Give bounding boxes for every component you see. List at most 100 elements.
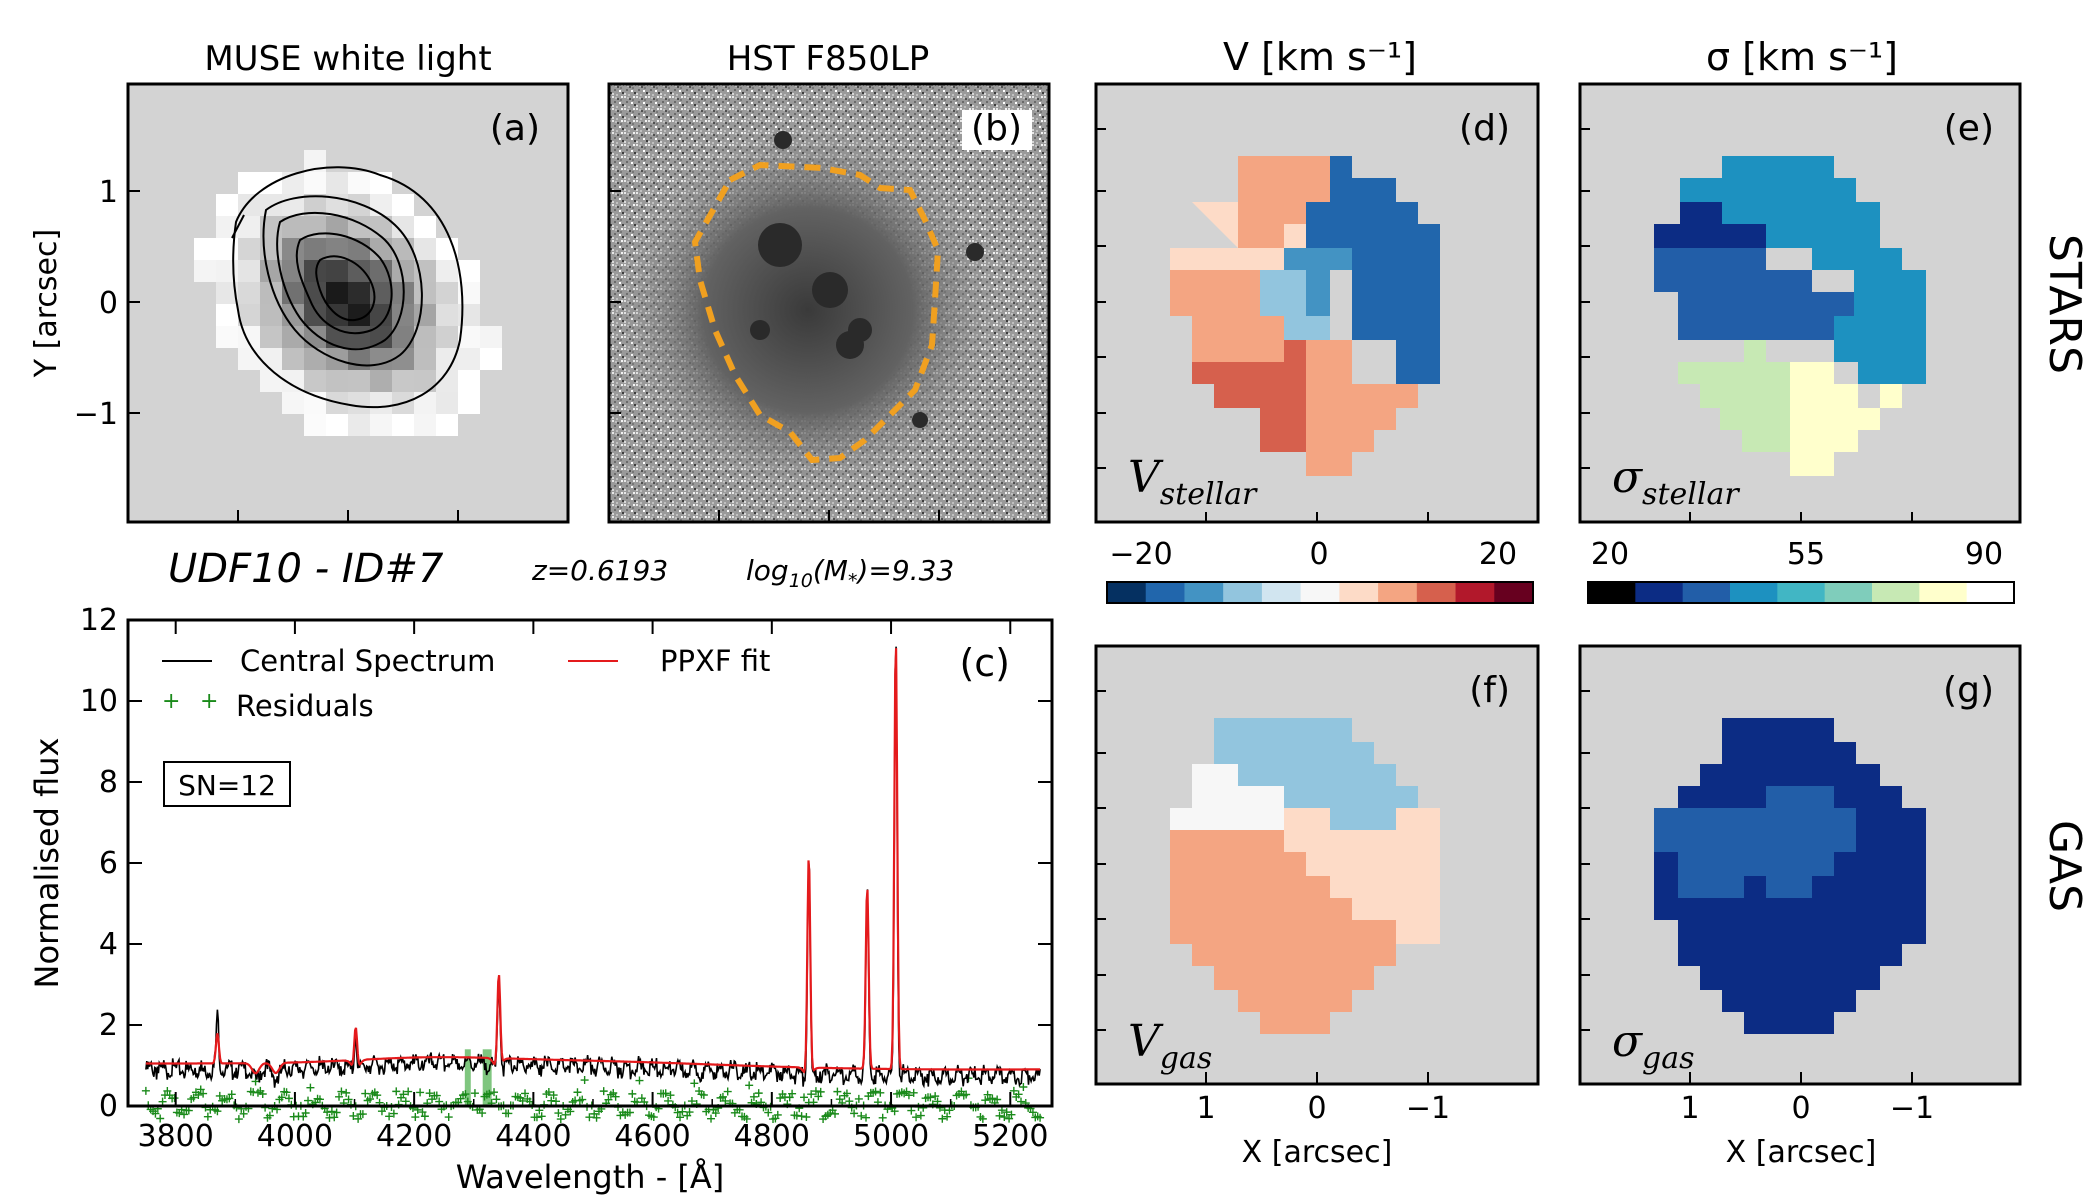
muse-pixel <box>414 238 436 260</box>
legend-residual-label: Residuals <box>236 689 374 723</box>
muse-pixel <box>436 370 458 392</box>
velocity-tick-label: −20 <box>1109 537 1172 572</box>
y-tick-label: 12 <box>80 603 118 638</box>
residual-point <box>330 1113 339 1122</box>
residual-point <box>251 1077 260 1086</box>
residual-point <box>1000 1113 1009 1122</box>
residual-point <box>151 1109 160 1118</box>
panel-f: (f) Vgas 1 0 −1 X [arcsec] <box>1094 644 1540 1170</box>
residual-point <box>358 1110 367 1119</box>
muse-pixel <box>326 414 348 436</box>
residual-point <box>711 1109 720 1118</box>
sn-box-label: SN=12 <box>178 769 276 802</box>
muse-pixel <box>282 172 304 194</box>
residual-point <box>845 1097 854 1106</box>
legend-fit-label: PPXF fit <box>660 644 770 678</box>
muse-pixel <box>216 304 238 326</box>
muse-pixel <box>216 282 238 304</box>
residual-point <box>907 1106 916 1115</box>
muse-pixel <box>458 392 480 414</box>
ppxf-fit-line <box>145 648 1041 1075</box>
muse-pixel <box>304 326 326 348</box>
residual-point <box>392 1087 401 1096</box>
muse-pixel <box>370 392 392 414</box>
muse-pixel <box>348 414 370 436</box>
residual-point <box>315 1095 324 1104</box>
muse-pixel <box>414 282 436 304</box>
muse-pixel <box>238 238 260 260</box>
colorbar-swatch <box>1494 582 1534 603</box>
muse-pixel <box>458 370 480 392</box>
residual-point <box>676 1113 685 1122</box>
residual-point <box>580 1076 589 1085</box>
residual-point <box>284 1094 293 1103</box>
panel-b-title: HST F850LP <box>727 39 930 79</box>
residual-point <box>957 1087 966 1096</box>
panel-b-ticks <box>609 190 940 522</box>
residual-point <box>332 1108 341 1117</box>
residual-point <box>227 1090 236 1099</box>
panel-f-label: (f) <box>1469 670 1510 711</box>
residual-point <box>478 1109 487 1118</box>
residual-point <box>993 1095 1002 1104</box>
residual-point <box>721 1096 730 1105</box>
dispersion-tick-label: 55 <box>1787 537 1825 572</box>
muse-pixel <box>260 194 282 216</box>
muse-pixel <box>436 304 458 326</box>
residual-point <box>599 1087 608 1096</box>
residual-point <box>258 1090 267 1099</box>
colorbar-swatch <box>1919 582 1968 603</box>
muse-pixel <box>392 260 414 282</box>
panel-c-label: (c) <box>959 641 1010 685</box>
residual-point <box>995 1111 1004 1120</box>
muse-pixel <box>480 326 502 348</box>
residual-point <box>749 1092 758 1101</box>
corner-symbol: σ <box>1612 452 1644 503</box>
x-tick-label: 0 <box>1791 1091 1810 1126</box>
panel-a-label: (a) <box>490 108 540 149</box>
muse-pixel <box>304 370 326 392</box>
muse-pixel <box>348 172 370 194</box>
residual-point <box>301 1109 310 1117</box>
x-tick-label: 0 <box>1307 1091 1326 1126</box>
residual-point <box>354 1114 363 1123</box>
mass-mid: (M <box>813 554 848 587</box>
residual-point <box>490 1088 499 1097</box>
residual-point <box>203 1112 212 1121</box>
residual-point <box>277 1093 286 1102</box>
muse-pixel <box>304 260 326 282</box>
residual-point <box>561 1110 570 1119</box>
residual-point <box>983 1090 992 1099</box>
muse-pixel <box>238 172 260 194</box>
residual-point <box>797 1112 806 1121</box>
residual-point <box>549 1091 558 1100</box>
muse-pixel <box>216 194 238 216</box>
residual-point <box>342 1088 351 1097</box>
stellar-dispersion-map <box>1654 156 1926 476</box>
residual-point <box>535 1106 544 1115</box>
panel-g-xlabel: X [arcsec] <box>1726 1135 1877 1170</box>
muse-pixel <box>348 370 370 392</box>
muse-pixel <box>370 414 392 436</box>
residual-point <box>854 1094 863 1103</box>
muse-pixel <box>436 282 458 304</box>
residual-point <box>943 1112 952 1121</box>
residual-point <box>742 1114 751 1123</box>
residual-point <box>604 1095 613 1104</box>
mass-suffix: )=9.33 <box>855 554 954 587</box>
residual-point <box>916 1111 925 1120</box>
residual-point <box>666 1091 675 1100</box>
residual-point <box>377 1107 386 1116</box>
residual-point <box>862 1113 871 1122</box>
muse-pixel <box>414 392 436 414</box>
muse-pixel <box>370 260 392 282</box>
muse-pixel <box>194 260 216 282</box>
residual-point <box>163 1086 172 1095</box>
residual-point <box>504 1109 513 1118</box>
muse-pixel <box>282 392 304 414</box>
colorbar-swatch <box>1455 582 1495 603</box>
residual-point <box>904 1091 913 1100</box>
residual-point <box>585 1113 594 1122</box>
muse-pixel <box>260 216 282 238</box>
muse-pixel <box>326 260 348 282</box>
